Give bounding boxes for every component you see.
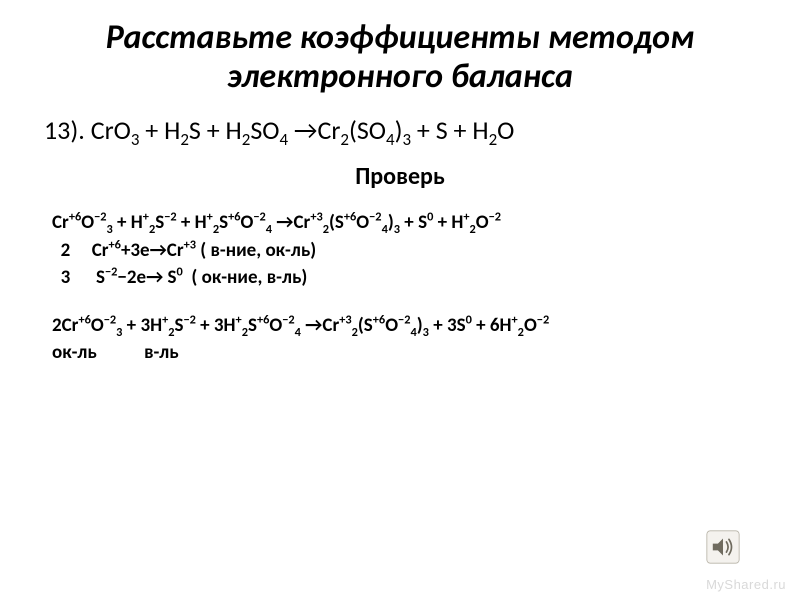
check-label: Проверь [40, 162, 760, 191]
problem-number: 13). [44, 114, 85, 146]
balanced-equation: 2Cr+6O−23 + 3H+2S−2 + 3H+2S+6O−24 →Cr+32… [52, 312, 760, 340]
speaker-icon[interactable] [706, 530, 740, 564]
half2-coef: 3 [61, 266, 71, 289]
slide: Расставьте коэффициенты методом электрон… [0, 0, 800, 600]
watermark: MyShared.ru [706, 577, 786, 592]
half-reaction-1: 2 Cr+6+3e→Cr+3 ( в-ние, ок-ль) [52, 237, 760, 265]
solution-block-2: 2Cr+6O−23 + 3H+2S−2 + 3H+2S+6O−24 →Cr+32… [40, 312, 760, 367]
half1-coef: 2 [61, 239, 71, 262]
half-reaction-2: 3 S−2−2e→ S0 ( ок-ние, в-ль) [52, 264, 760, 292]
problem-equation: CrO3 + H2S + H2SO4 →Cr2(SO4)3 + S + H2O [91, 114, 515, 146]
solution-block-1: Cr+6O−23 + H+2S−2 + H+2S+6O−24 →Cr+32(S+… [40, 209, 760, 292]
role-labels: ок-ль в-ль [52, 339, 760, 367]
oxidation-state-equation: Cr+6O−23 + H+2S−2 + H+2S+6O−24 →Cr+32(S+… [52, 209, 760, 237]
problem-line: 13). CrO3 + H2S + H2SO4 →Cr2(SO4)3 + S +… [40, 114, 760, 146]
slide-title: Расставьте коэффициенты методом электрон… [40, 18, 760, 96]
